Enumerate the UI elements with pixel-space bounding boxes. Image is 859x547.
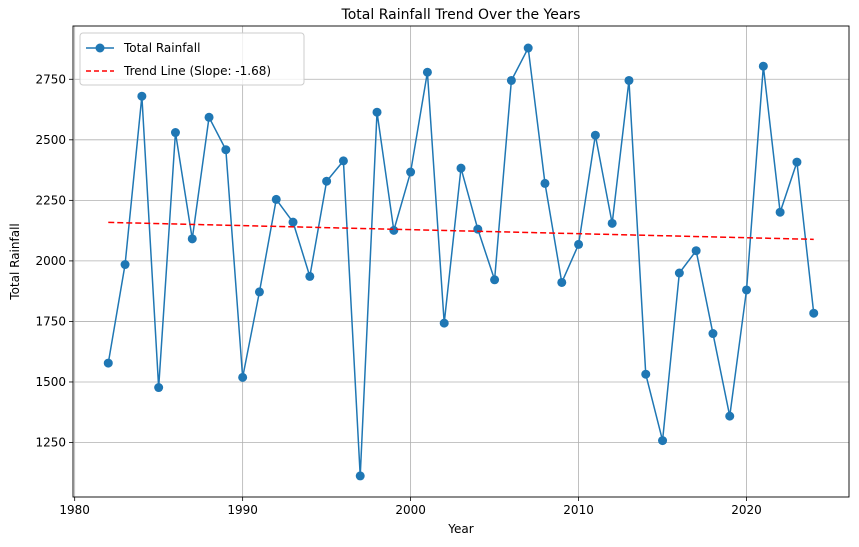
x-tick-label: 2020	[731, 503, 762, 517]
data-point	[389, 225, 399, 235]
data-point	[557, 277, 567, 287]
data-point	[809, 308, 819, 318]
data-point	[137, 91, 147, 101]
data-point	[305, 271, 315, 281]
series-layer	[103, 43, 819, 481]
x-axis-label: Year	[447, 522, 473, 536]
data-point	[792, 157, 802, 167]
data-point	[758, 61, 768, 71]
data-point	[607, 218, 617, 228]
data-point	[490, 275, 500, 285]
data-point	[338, 156, 348, 166]
legend: Total Rainfall Trend Line (Slope: -1.68)	[79, 32, 305, 86]
data-point	[725, 411, 735, 421]
y-tick-label: 2500	[35, 133, 66, 147]
data-point	[574, 239, 584, 249]
data-point	[355, 471, 365, 481]
y-tick-label: 1250	[35, 436, 66, 450]
data-point	[742, 285, 752, 295]
data-point	[641, 369, 651, 379]
data-point	[658, 436, 668, 446]
x-tick-label: 1980	[59, 503, 90, 517]
data-point	[590, 130, 600, 140]
data-point	[691, 246, 701, 256]
trend-line	[108, 221, 814, 241]
y-tick-label: 2750	[35, 72, 66, 86]
plot-frame	[72, 25, 850, 498]
data-point	[254, 287, 264, 297]
data-point	[187, 234, 197, 244]
data-point	[624, 75, 634, 85]
legend-marker-total-rainfall	[95, 43, 105, 53]
data-point	[439, 318, 449, 328]
data-point	[204, 112, 214, 122]
x-tick-label: 1990	[227, 503, 258, 517]
legend-label-total-rainfall: Total Rainfall	[123, 41, 200, 55]
data-point	[238, 372, 248, 382]
ticks: 1980 1990 2000 2010 2020 1250 1500 1750 2000 2250…	[35, 72, 761, 517]
data-point	[540, 178, 550, 188]
data-point	[674, 268, 684, 278]
plot-background	[73, 26, 849, 497]
x-tick-label: 2000	[395, 503, 426, 517]
data-point	[288, 217, 298, 227]
data-point	[120, 260, 130, 270]
data-point	[322, 176, 332, 186]
data-point	[506, 75, 516, 85]
y-axis-label: Total Rainfall	[8, 223, 22, 300]
data-point	[775, 207, 785, 217]
data-point	[103, 358, 113, 368]
y-tick-label: 1750	[35, 314, 66, 328]
data-point	[473, 224, 483, 234]
data-point	[422, 67, 432, 77]
x-tick-label: 2010	[563, 503, 594, 517]
data-point	[372, 107, 382, 117]
data-point	[154, 383, 164, 393]
grid	[73, 26, 849, 497]
legend-label-trend: Trend Line (Slope: -1.68)	[123, 64, 271, 78]
data-point	[406, 167, 416, 177]
data-point	[271, 194, 281, 204]
chart-title: Total Rainfall Trend Over the Years	[341, 7, 581, 23]
data-point	[523, 43, 533, 53]
y-tick-label: 2000	[35, 254, 66, 268]
legend-box	[79, 32, 305, 86]
data-point	[170, 128, 180, 138]
data-point	[456, 163, 466, 173]
data-point	[708, 329, 718, 339]
y-tick-label: 1500	[35, 375, 66, 389]
y-tick-label: 2250	[35, 193, 66, 207]
data-point	[221, 145, 231, 155]
